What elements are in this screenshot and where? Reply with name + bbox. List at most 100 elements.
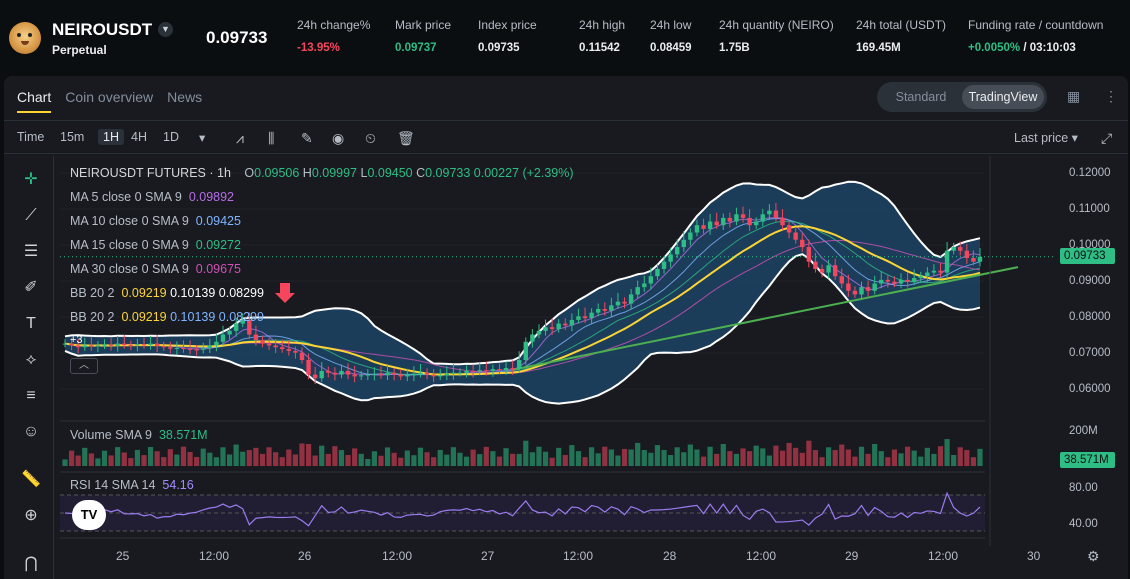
candle	[925, 272, 930, 277]
signal-arrow-icon	[275, 283, 295, 303]
volume-bar	[806, 440, 812, 466]
candle	[411, 373, 417, 376]
interval-1H[interactable]: 1H	[98, 129, 124, 145]
emoji-icon[interactable]: ☺	[22, 423, 40, 440]
interval-dropdown-icon[interactable]: ▾	[199, 131, 206, 145]
horizontal-lines-icon[interactable]: ☰	[23, 243, 39, 260]
candle	[477, 370, 482, 372]
ticker-header: NEIROUSDT ▼ Perpetual 0.09733 24h change…	[0, 0, 1130, 76]
candle	[457, 372, 463, 374]
volume-bar	[483, 446, 489, 466]
crosshair-icon[interactable]: ✛	[24, 171, 38, 188]
candle	[115, 343, 120, 346]
volume-bar	[720, 444, 726, 466]
tab-1[interactable]: Coin overview	[65, 89, 154, 105]
candle	[168, 347, 173, 349]
trash-icon[interactable]: 🗑	[397, 130, 415, 146]
volume-bar	[463, 456, 470, 466]
alarm-icon[interactable]: ⏲	[365, 130, 376, 146]
bb-legend-1: BB 20 2 0.09219 0.10139 0.08299	[70, 286, 264, 300]
collapsed-indicators-count[interactable]: +3	[70, 334, 83, 346]
candle	[721, 217, 726, 226]
candle	[740, 214, 746, 218]
magnet-icon[interactable]: ⋂	[24, 555, 38, 572]
time-label[interactable]: Time	[17, 130, 45, 144]
brush-icon[interactable]: ✐	[24, 279, 38, 296]
candle	[648, 276, 654, 284]
price-chart[interactable]	[60, 156, 1060, 546]
volume-bar	[740, 448, 746, 466]
candle	[898, 279, 904, 284]
candle	[391, 372, 397, 375]
layout-grid-icon[interactable]: ▦	[1067, 88, 1081, 104]
time-axis-label: 29	[845, 549, 859, 563]
candle	[576, 316, 581, 320]
candle	[207, 345, 213, 349]
ruler-icon[interactable]: 📏	[21, 471, 41, 488]
volume-bar	[931, 453, 937, 466]
candle	[135, 344, 140, 346]
view-mode-1[interactable]: TradingView	[962, 85, 1044, 109]
volume-bar	[305, 444, 312, 466]
view-mode-switch[interactable]: Standard TradingView	[877, 82, 1047, 112]
volume-bar	[82, 447, 88, 466]
volume-bar	[444, 454, 450, 466]
measure-lines-icon[interactable]: ≡	[26, 387, 36, 404]
candle	[569, 319, 575, 326]
candle	[490, 369, 496, 371]
volume-bar	[496, 456, 503, 466]
draw-icon[interactable]: ✎	[301, 130, 313, 146]
volume-bar	[246, 450, 252, 466]
symbol-dropdown-icon[interactable]: ▼	[158, 22, 173, 37]
candle	[819, 268, 825, 273]
volume-bar	[358, 453, 364, 466]
pattern-icon[interactable]: ⟡	[25, 351, 37, 368]
candle	[767, 210, 772, 215]
time-axis-label: 12:00	[928, 549, 959, 563]
view-mode-0[interactable]: Standard	[895, 90, 947, 104]
bollinger-basis	[64, 225, 981, 376]
candle	[964, 250, 970, 258]
symbol-title[interactable]: NEIROUSDT	[52, 20, 153, 39]
indicator-icon[interactable]: ⩘	[236, 130, 244, 146]
tab-0[interactable]: Chart	[17, 89, 52, 113]
candle	[688, 232, 693, 240]
candle	[122, 343, 127, 346]
volume-bar	[213, 457, 220, 466]
candle	[418, 372, 423, 374]
volume-bar	[786, 442, 792, 466]
candle	[602, 309, 607, 311]
volume-bar	[937, 446, 944, 466]
ma-legend-2: MA 15 close 0 SMA 9 0.09272	[70, 238, 241, 252]
volume-bar	[707, 446, 713, 466]
chart-settings-icon[interactable]: ⚙	[1087, 548, 1100, 564]
volume-bar	[885, 457, 891, 466]
volume-bar	[924, 447, 930, 466]
candle	[214, 341, 219, 346]
text-tool-icon[interactable]: T	[26, 315, 36, 332]
zoom-in-icon[interactable]: ⊕	[24, 507, 38, 524]
interval-15m[interactable]: 15m	[60, 130, 85, 144]
volume-bar	[75, 455, 81, 466]
candle	[319, 370, 324, 379]
volume-bar	[134, 449, 141, 466]
candle-type-icon[interactable]: ⫼	[268, 130, 275, 146]
camera-icon[interactable]: ◉	[332, 130, 345, 146]
volume-bar	[878, 451, 884, 466]
price-axis-label: 0.06000	[1069, 383, 1111, 395]
price-type-select[interactable]: Last price ▾	[1014, 131, 1078, 145]
volume-bar	[753, 445, 759, 466]
interval-1D[interactable]: 1D	[163, 130, 179, 144]
candle	[470, 370, 476, 372]
more-icon[interactable]: ⋮	[1104, 88, 1118, 104]
volume-bar	[332, 446, 338, 466]
candle	[556, 323, 561, 330]
collapse-legend-icon[interactable]: ︿	[70, 358, 98, 374]
volume-bar	[378, 455, 384, 466]
candle	[879, 279, 884, 284]
fullscreen-icon[interactable]: ⤢	[1101, 130, 1113, 146]
volume-bar	[694, 449, 700, 466]
interval-4H[interactable]: 4H	[131, 130, 147, 144]
tab-2[interactable]: News	[167, 89, 203, 105]
trendline-icon[interactable]: ⟋	[25, 207, 37, 224]
